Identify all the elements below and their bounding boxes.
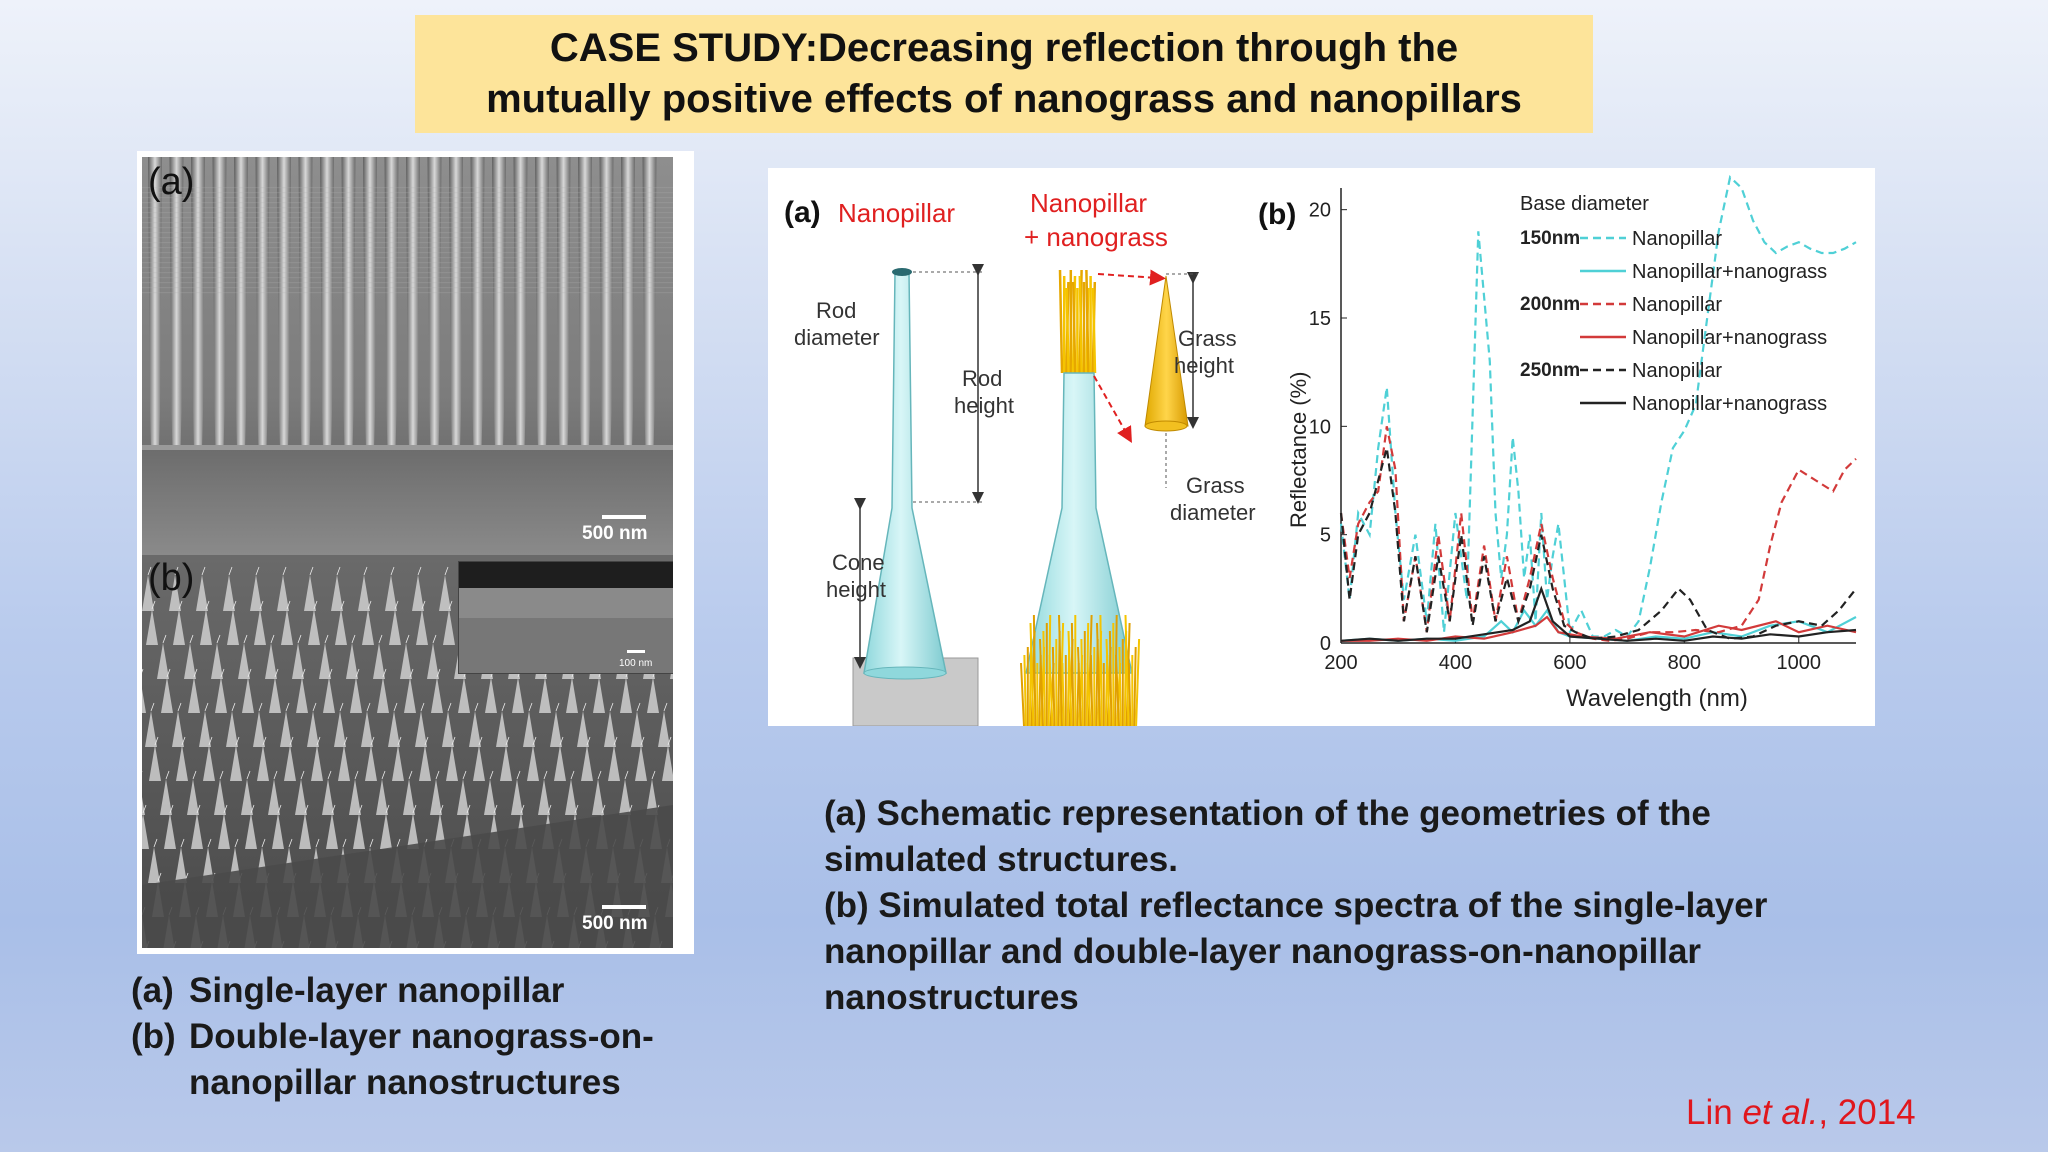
legend-group-label: 250nm: [1520, 360, 1580, 381]
legend-entry: Nanopillar+nanograss: [1632, 261, 1827, 283]
caption-right-line-4: nanopillar and double-layer nanograss-on…: [824, 932, 1702, 971]
rod-diameter-label-2: diameter: [794, 325, 880, 350]
legend-group-label: 200nm: [1520, 294, 1580, 315]
x-axis-label: Wavelength (nm): [1566, 685, 1748, 712]
rod-top: [892, 268, 912, 276]
caption-right-line-1: (a) Schematic representation of the geom…: [824, 794, 1711, 833]
y-tick-label: 0: [1320, 633, 1331, 655]
caption-left-b-marker: (b): [131, 1017, 176, 1056]
schematic-and-chart: (a) Nanopillar Nanopillar + nanograss Ro…: [784, 175, 1857, 727]
grass-cone: [1144, 275, 1189, 427]
legend-group-label: 150nm: [1520, 228, 1580, 249]
y-tick-label: 5: [1320, 525, 1331, 547]
title-line-2: mutually positive effects of nanograss a…: [486, 77, 1522, 121]
nanograss-top: [1058, 269, 1097, 374]
series-line-150nm-nanopillar: [1339, 175, 1857, 638]
sem-a-picture: [142, 157, 673, 555]
caption-right-line-2: simulated structures.: [824, 840, 1178, 879]
y-tick-label: 20: [1309, 200, 1331, 222]
title-line-1: CASE STUDY:Decreasing reflection through…: [549, 26, 1459, 70]
sem-a-scale-label: 500 nm: [582, 523, 648, 544]
x-tick-label: 600: [1553, 652, 1586, 674]
sem-b-inset: 100 nm: [458, 561, 673, 674]
legend-entry: Nanopillar: [1632, 360, 1722, 382]
figure-frame: (a) Nanopillar Nanopillar + nanograss Ro…: [768, 168, 1875, 727]
y-tick-label: 10: [1309, 416, 1331, 438]
x-tick-label: 800: [1668, 652, 1701, 674]
chart-panel-letter: (b): [1258, 198, 1296, 231]
caption-right-line-5: nanostructures: [824, 978, 1079, 1017]
grass-diameter-label-2: diameter: [1170, 500, 1256, 525]
series-line-200nm-nanopillar-nanograss: [1341, 615, 1857, 642]
legend-title: Base diameter: [1520, 193, 1649, 215]
cone-height-label-2: height: [826, 577, 886, 602]
series-line-250nm-nanopillar: [1339, 447, 1857, 640]
nanopillar-title: Nanopillar: [838, 198, 955, 228]
combo-title-line1: Nanopillar: [1030, 188, 1147, 218]
sem-b-scalebar: [602, 905, 646, 909]
grass-height-label-2: height: [1174, 353, 1234, 378]
series-line-250nm-nanopillar-nanograss: [1340, 585, 1857, 642]
rod-diameter-label-1: Rod: [816, 298, 856, 323]
caption-right-line-3: (b) Simulated total reflectance spectra …: [824, 886, 1768, 925]
caption-left-b-text-1: Double-layer nanograss-on-: [189, 1017, 654, 1056]
caption-left-a-text: Single-layer nanopillar: [189, 971, 565, 1010]
grass-diameter-label-1: Grass: [1186, 473, 1245, 498]
rod-height-label-1: Rod: [962, 366, 1002, 391]
sem-b-scale-label: 500 nm: [582, 913, 648, 934]
series-line-200nm-nanopillar: [1339, 426, 1857, 642]
legend-entry: Nanopillar+nanograss: [1632, 393, 1827, 415]
citation-author: Lin: [1686, 1093, 1743, 1132]
y-axis-label: Reflectance (%): [1286, 371, 1311, 528]
reflectance-chart: (b) 200 400 600 800 1000 0 5 10 15 20 Base diamet…: [1258, 175, 1857, 712]
caption-left-b-text-2: nanopillar nanostructures: [189, 1063, 621, 1102]
citation-etal: et al.: [1742, 1093, 1819, 1132]
nanograss-bottom: [1020, 614, 1141, 727]
sem-image-frame: (a) 500 nm 100 nm (b) 500 nm: [137, 151, 694, 954]
sem-image-b: 100 nm (b) 500 nm: [142, 555, 673, 948]
combo-title-line2: + nanograss: [1024, 222, 1168, 252]
grass-height-label-1: Grass: [1178, 326, 1237, 351]
sem-b-inset-scale-label: 100 nm: [619, 658, 652, 669]
citation: Lin et al., 2014: [1686, 1093, 1916, 1133]
cone-height-label-1: Cone: [832, 550, 885, 575]
legend-entry: Nanopillar: [1632, 294, 1722, 316]
rod-height-label-2: height: [954, 393, 1014, 418]
x-tick-label: 1000: [1777, 652, 1822, 674]
sem-b-letter: (b): [148, 557, 195, 599]
sem-a-scalebar: [602, 515, 646, 519]
schematic-letter: (a): [784, 196, 821, 229]
sem-image-a: (a) 500 nm: [142, 157, 673, 555]
x-tick-label: 400: [1439, 652, 1472, 674]
citation-year: , 2014: [1818, 1093, 1916, 1132]
sem-a-letter: (a): [148, 161, 195, 203]
x-tick-label: 200: [1324, 652, 1357, 674]
legend-entry: Nanopillar: [1632, 228, 1722, 250]
title-banner: CASE STUDY:Decreasing reflection through…: [415, 15, 1593, 133]
y-tick-label: 15: [1309, 308, 1331, 330]
caption-left-a-marker: (a): [131, 971, 174, 1010]
legend-entry: Nanopillar+nanograss: [1632, 327, 1827, 349]
